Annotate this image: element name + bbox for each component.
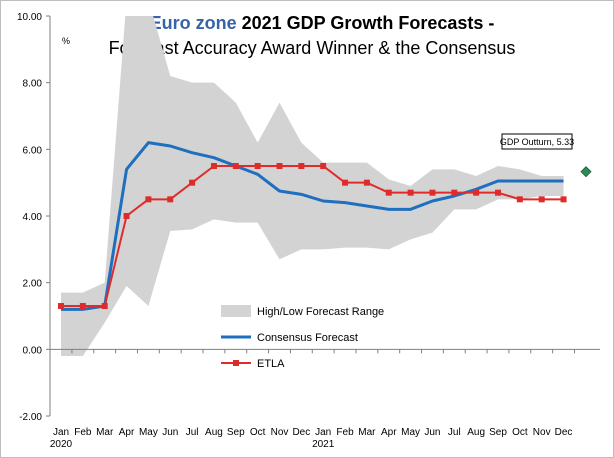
x-tick-label: Jul [186,427,199,438]
etla-marker [320,163,327,169]
y-tick-label: 8.00 [23,79,43,90]
legend-label-consensus: Consensus Forecast [257,332,358,344]
legend: High/Low Forecast Range Consensus Forecas… [221,305,384,370]
x-tick-label: May [139,427,158,438]
etla-marker [58,303,64,309]
x-tick-label: Oct [250,427,266,438]
high-low-range-area [61,16,564,356]
x-tick-label: Apr [381,427,397,438]
x-tick-label: Oct [512,427,528,438]
etla-marker [167,196,174,203]
etla-marker [363,179,370,186]
chart-title-highlight: Euro zone [150,13,237,33]
x-tick-label: Mar [358,427,376,438]
x-tick-label: Jun [424,427,440,438]
x-tick-label: Feb [74,427,92,438]
x-tick-label: Apr [119,427,135,438]
x-year-label: 2021 [312,439,335,450]
x-tick-label: May [401,427,420,438]
etla-marker [79,303,86,309]
etla-marker [232,163,239,169]
etla-marker [101,303,108,309]
x-tick-label: Dec [555,427,573,438]
x-tick-label: Aug [467,427,485,438]
legend-label-range: High/Low Forecast Range [257,306,384,318]
y-tick-label: 4.00 [23,212,43,223]
x-tick-label: Dec [292,427,310,438]
etla-marker [429,189,436,196]
chart-subtitle: Forecast Accuracy Award Winner & the Con… [109,38,516,58]
x-year-label: 2020 [50,439,73,450]
etla-marker [145,196,152,203]
gdp-outturn-label: GDP Outturn, 5.33 [500,137,574,147]
x-tick-label: Feb [336,427,354,438]
etla-marker [123,213,130,219]
etla-marker [342,179,349,186]
y-tick-label: 0.00 [23,345,43,356]
x-tick-label: Jul [448,427,461,438]
etla-marker [276,163,283,169]
x-tick-label: Jun [162,427,178,438]
legend-swatch-range [221,305,251,317]
etla-marker [516,196,523,203]
etla-marker [473,189,480,196]
etla-marker [538,196,545,203]
x-tick-label: Nov [533,427,551,438]
series-line-consensus-forecast [61,141,564,311]
y-tick-label: 10.00 [17,12,42,23]
x-tick-label: Sep [489,427,507,438]
x-tick-label: Nov [271,427,289,438]
plot-area: -2.00 0.00 2.00 4.00 6.00 8.00 10.00 Jan Feb Mar A… [17,12,600,450]
etla-marker [407,189,414,196]
etla-marker [189,179,196,186]
etla-marker [298,163,305,169]
etla-marker [210,163,217,169]
etla-marker [451,189,458,196]
series-line-etla [61,165,564,307]
gdp-outturn-marker [580,166,592,178]
y-tick-label: 2.00 [23,279,43,290]
legend-label-etla: ETLA [257,358,285,370]
x-tick-label: Mar [96,427,114,438]
etla-marker [495,189,501,196]
chart-title-rest: 2021 GDP Growth Forecasts - [237,13,495,33]
y-tick-label: -2.00 [19,412,42,423]
x-tick-label: Jan [315,427,331,438]
x-tick-label: Sep [227,427,245,438]
etla-marker [560,196,567,203]
x-tick-label: Aug [205,427,223,438]
legend-marker-etla [233,360,239,366]
x-tick-label: Jan [53,427,69,438]
unit-label: % [62,36,70,46]
etla-marker [385,189,392,196]
gdp-outturn-label-box [501,133,573,150]
etla-marker [254,163,261,169]
y-tick-label: 6.00 [23,145,43,156]
chart-title: Euro zone 2021 GDP Growth Forecasts - [150,13,495,33]
